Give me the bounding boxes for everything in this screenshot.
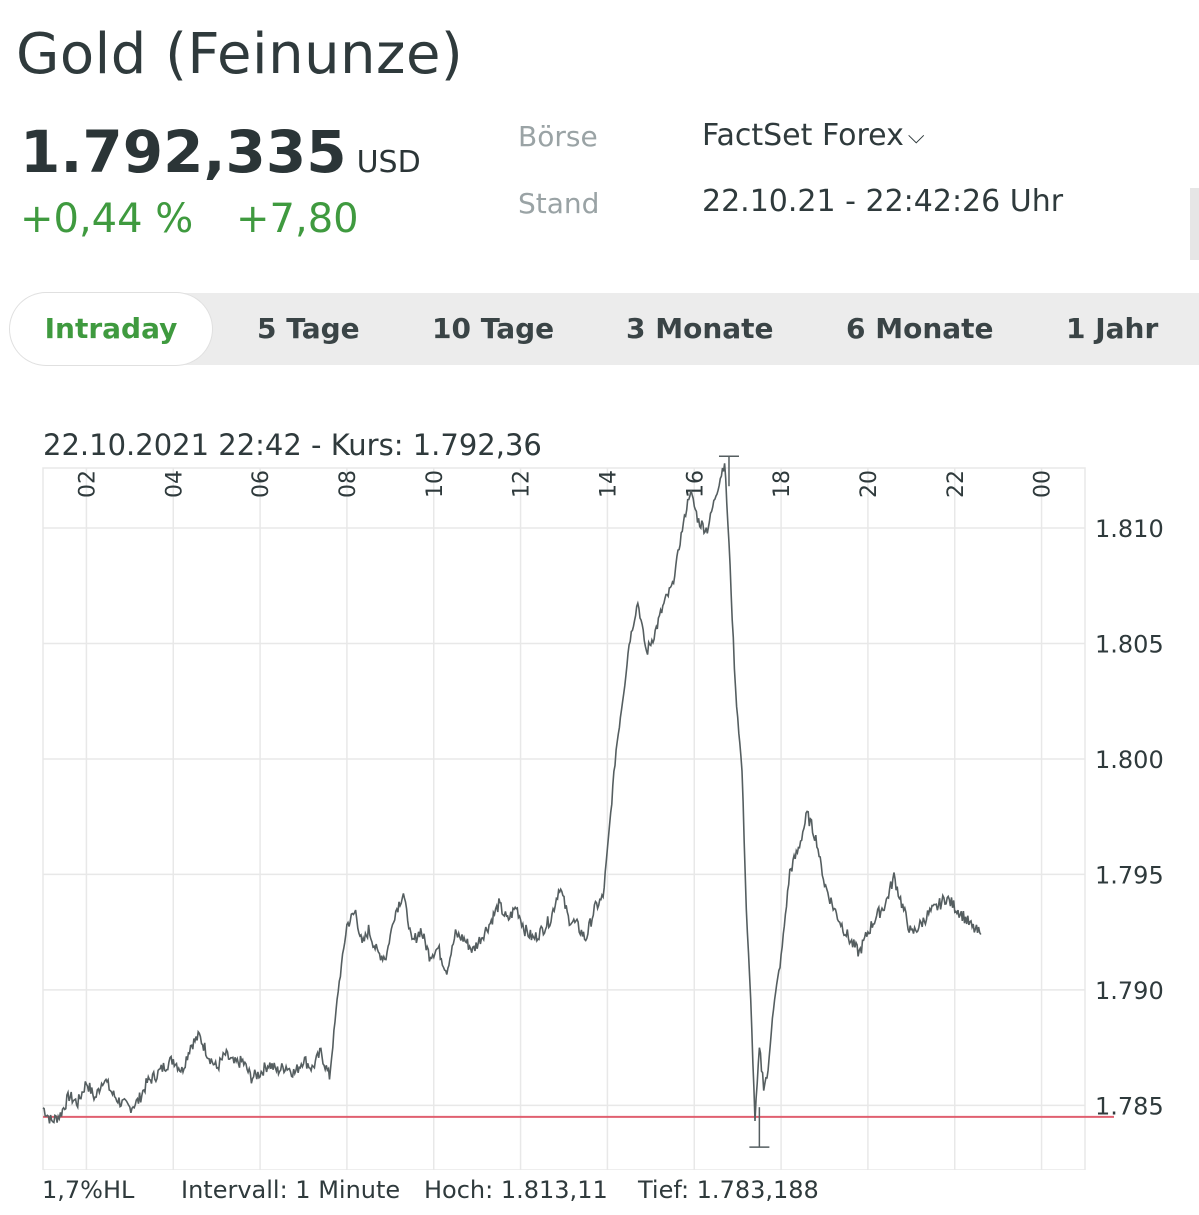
tab-5-tage[interactable]: 5 Tage: [257, 312, 360, 345]
chart-info: 22.10.2021 22:42 - Kurs: 1.792,36: [43, 428, 542, 462]
y-tick-label: 1.790: [1095, 977, 1164, 1005]
x-tick-label: 16: [683, 470, 708, 498]
x-tick-label: 06: [249, 470, 274, 498]
x-tick-label: 22: [944, 470, 969, 498]
intraday-chart[interactable]: 22.10.2021 22:42 - Kurs: 1.792,36 02 04 06…: [0, 410, 1199, 1170]
tab-10-tage[interactable]: 10 Tage: [432, 312, 555, 345]
current-price: 1.792,335: [20, 118, 347, 186]
exchange-label: Börse: [518, 120, 598, 153]
currency-label: USD: [356, 145, 421, 180]
chart-grid: [42, 467, 1086, 1170]
high-low-markers: [718, 455, 770, 1148]
x-tick-label: 04: [162, 470, 187, 498]
exchange-selector[interactable]: FactSet Forex ⌵: [702, 118, 925, 153]
x-tick-label: 10: [423, 470, 448, 498]
footer-interval: Intervall: 1 Minute: [181, 1176, 401, 1204]
y-tick-label: 1.810: [1095, 515, 1164, 543]
scroll-edge: [1190, 188, 1199, 260]
timeframe-tabs: Intraday 5 Tage 10 Tage 3 Monate 6 Monat…: [10, 293, 1199, 365]
x-tick-label: 08: [336, 470, 361, 498]
change-row: +0,44 % +7,80: [20, 196, 359, 242]
y-tick-label: 1.795: [1095, 861, 1164, 889]
x-tick-label: 12: [510, 470, 535, 498]
x-axis-ticks: 02 04 06 08 10 12 14 16 18 20 22 00: [75, 470, 1055, 498]
date-value: 22.10.21 - 22:42:26 Uhr: [702, 184, 1064, 219]
y-axis-ticks: 1.810 1.805 1.800 1.795 1.790 1.785: [1095, 515, 1164, 1120]
footer-high: Hoch: 1.813,11: [424, 1176, 608, 1204]
x-tick-label: 14: [596, 470, 621, 498]
change-absolute: +7,80: [236, 196, 359, 242]
tab-intraday[interactable]: Intraday: [10, 293, 212, 365]
change-percent: +0,44 %: [20, 196, 194, 242]
footer-low: Tief: 1.783,188: [638, 1176, 819, 1204]
footer-range: 1,7%HL: [42, 1176, 135, 1204]
page-title: Gold (Feinunze): [16, 22, 464, 87]
date-label: Stand: [518, 187, 600, 220]
tab-1-jahr[interactable]: 1 Jahr: [1066, 312, 1159, 345]
tab-3-monate[interactable]: 3 Monate: [626, 312, 774, 345]
price-line: [42, 463, 982, 1124]
tab-6-monate[interactable]: 6 Monate: [846, 312, 994, 345]
price-row: 1.792,335 USD: [20, 118, 421, 186]
chevron-down-icon: ⌵: [907, 124, 925, 149]
plot-border: [42, 467, 1086, 1170]
exchange-value: FactSet Forex: [702, 118, 904, 153]
x-tick-label: 00: [1031, 470, 1056, 498]
y-tick-label: 1.800: [1095, 746, 1164, 774]
x-tick-label: 02: [75, 470, 100, 498]
y-tick-label: 1.785: [1095, 1092, 1164, 1120]
x-tick-label: 18: [770, 470, 795, 498]
y-tick-label: 1.805: [1095, 631, 1164, 659]
x-tick-label: 20: [857, 470, 882, 498]
